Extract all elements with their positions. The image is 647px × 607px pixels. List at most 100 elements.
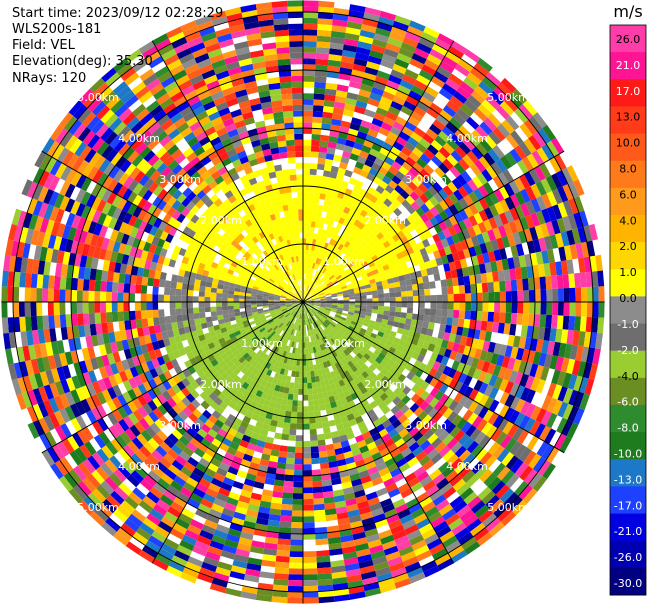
velocity-gate [235, 548, 250, 558]
velocity-gate [286, 306, 293, 310]
velocity-gate [232, 455, 243, 465]
velocity-gate [316, 561, 331, 569]
velocity-gate [106, 271, 114, 282]
velocity-gate [375, 185, 385, 195]
velocity-gate [452, 112, 466, 126]
velocity-gate [430, 243, 439, 253]
velocity-gate [428, 407, 439, 419]
velocity-gate [96, 448, 110, 463]
velocity-gate [389, 561, 405, 573]
velocity-gate [325, 408, 333, 416]
velocity-gate [415, 420, 426, 432]
velocity-gate [238, 273, 245, 280]
velocity-gate [439, 199, 449, 211]
velocity-gate [303, 64, 316, 71]
velocity-gate [363, 318, 371, 324]
velocity-gate [112, 351, 121, 363]
velocity-gate [331, 25, 347, 33]
velocity-gate [519, 123, 533, 139]
velocity-gate [337, 331, 344, 337]
velocity-gate [43, 261, 51, 276]
velocity-gate [163, 452, 176, 465]
velocity-gate [598, 302, 605, 318]
velocity-gate [354, 180, 364, 189]
velocity-gate [434, 38, 451, 51]
velocity-gate [112, 272, 120, 283]
velocity-gate [187, 524, 202, 536]
velocity-gate [396, 540, 412, 552]
velocity-gate [451, 414, 463, 427]
velocity-gate [313, 503, 325, 511]
velocity-gate [262, 489, 274, 497]
velocity-gate [352, 166, 362, 175]
velocity-gate [244, 273, 252, 279]
velocity-gate [439, 109, 453, 122]
velocity-gate [341, 325, 349, 331]
velocity-gate [237, 378, 245, 387]
velocity-gate [319, 246, 324, 254]
velocity-gate [247, 331, 255, 337]
velocity-gate [280, 294, 287, 298]
velocity-gate [193, 312, 200, 320]
velocity-gate [309, 341, 313, 348]
velocity-gate [327, 273, 334, 279]
velocity-gate [343, 275, 350, 281]
velocity-gate [434, 426, 446, 438]
velocity-gate [433, 250, 441, 259]
velocity-gate [146, 251, 155, 262]
velocity-gate [129, 166, 141, 180]
velocity-gate [195, 218, 204, 227]
velocity-gate [285, 302, 292, 304]
velocity-gate [473, 379, 484, 392]
velocity-gate [49, 159, 62, 176]
velocity-gate [402, 218, 411, 227]
velocity-gate [303, 359, 307, 366]
velocity-gate [525, 403, 537, 418]
velocity-gate [365, 267, 372, 274]
velocity-gate [566, 259, 575, 275]
velocity-gate [372, 555, 388, 566]
velocity-gate [256, 302, 263, 305]
velocity-gate [187, 337, 195, 346]
velocity-gate [437, 558, 454, 571]
velocity-gate [143, 352, 152, 363]
velocity-gate [438, 220, 448, 231]
velocity-gate [310, 323, 314, 330]
velocity-gate [225, 258, 233, 266]
velocity-gate [200, 423, 211, 434]
velocity-gate [360, 295, 367, 299]
velocity-gate [268, 364, 275, 371]
velocity-gate [348, 344, 355, 352]
velocity-gate [493, 86, 509, 101]
velocity-gate [136, 158, 148, 171]
velocity-gate [68, 119, 83, 135]
velocity-gate [331, 208, 339, 216]
velocity-gate [234, 312, 241, 317]
velocity-gate [384, 363, 393, 372]
velocity-gate [209, 330, 217, 338]
velocity-gate [135, 310, 142, 320]
velocity-gate [100, 302, 107, 313]
velocity-gate [411, 283, 419, 291]
velocity-gate [19, 226, 29, 243]
velocity-gate [87, 166, 99, 181]
velocity-gate [127, 150, 140, 164]
velocity-gate [407, 181, 418, 192]
velocity-gate [439, 60, 455, 74]
velocity-gate [524, 253, 533, 267]
velocity-gate [514, 191, 526, 206]
velocity-gate [427, 511, 442, 523]
velocity-gate [203, 519, 218, 530]
velocity-gate [221, 305, 228, 311]
velocity-gate [456, 108, 470, 121]
velocity-gate [354, 310, 361, 315]
velocity-gate [505, 134, 519, 149]
velocity-gate [324, 367, 330, 374]
velocity-gate [337, 167, 346, 176]
velocity-gate [181, 314, 189, 322]
velocity-gate [389, 467, 402, 478]
velocity-gate [291, 300, 298, 302]
velocity-gate [468, 203, 479, 216]
velocity-gate [325, 153, 335, 161]
velocity-gate [375, 335, 383, 342]
